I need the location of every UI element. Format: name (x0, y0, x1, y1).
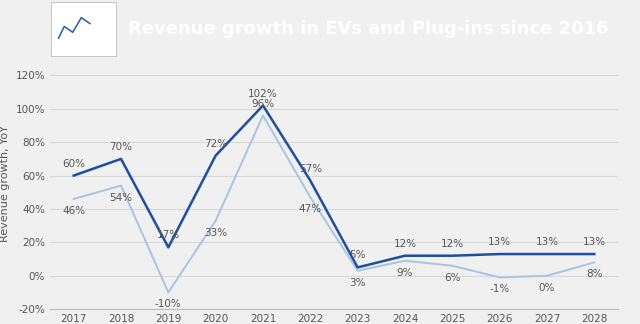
Text: 96%: 96% (252, 98, 275, 109)
Text: 54%: 54% (109, 192, 132, 202)
Text: 33%: 33% (204, 227, 227, 237)
Text: -1%: -1% (490, 284, 509, 295)
Text: -10%: -10% (155, 299, 182, 309)
Text: 5%: 5% (349, 250, 366, 260)
Text: 46%: 46% (62, 206, 85, 216)
Text: 72%: 72% (204, 139, 227, 149)
Text: 47%: 47% (299, 204, 322, 214)
Text: 60%: 60% (62, 159, 85, 169)
Text: 17%: 17% (157, 230, 180, 240)
Text: 9%: 9% (397, 268, 413, 278)
Text: 57%: 57% (299, 164, 322, 174)
Text: 13%: 13% (488, 237, 511, 247)
Text: 12%: 12% (441, 239, 464, 249)
Text: 13%: 13% (536, 237, 559, 247)
Text: 70%: 70% (109, 142, 132, 152)
Text: 13%: 13% (582, 237, 606, 247)
Text: Revenue growth in EVs and Plug-ins since 2016: Revenue growth in EVs and Plug-ins since… (128, 20, 609, 38)
Text: 6%: 6% (444, 273, 461, 283)
Y-axis label: Revenue growth, YoY: Revenue growth, YoY (0, 125, 10, 242)
Text: 102%: 102% (248, 88, 278, 98)
Text: 0%: 0% (539, 283, 555, 293)
Text: 3%: 3% (349, 278, 366, 288)
Text: 8%: 8% (586, 269, 602, 279)
Text: 12%: 12% (394, 239, 417, 249)
FancyBboxPatch shape (51, 2, 116, 56)
